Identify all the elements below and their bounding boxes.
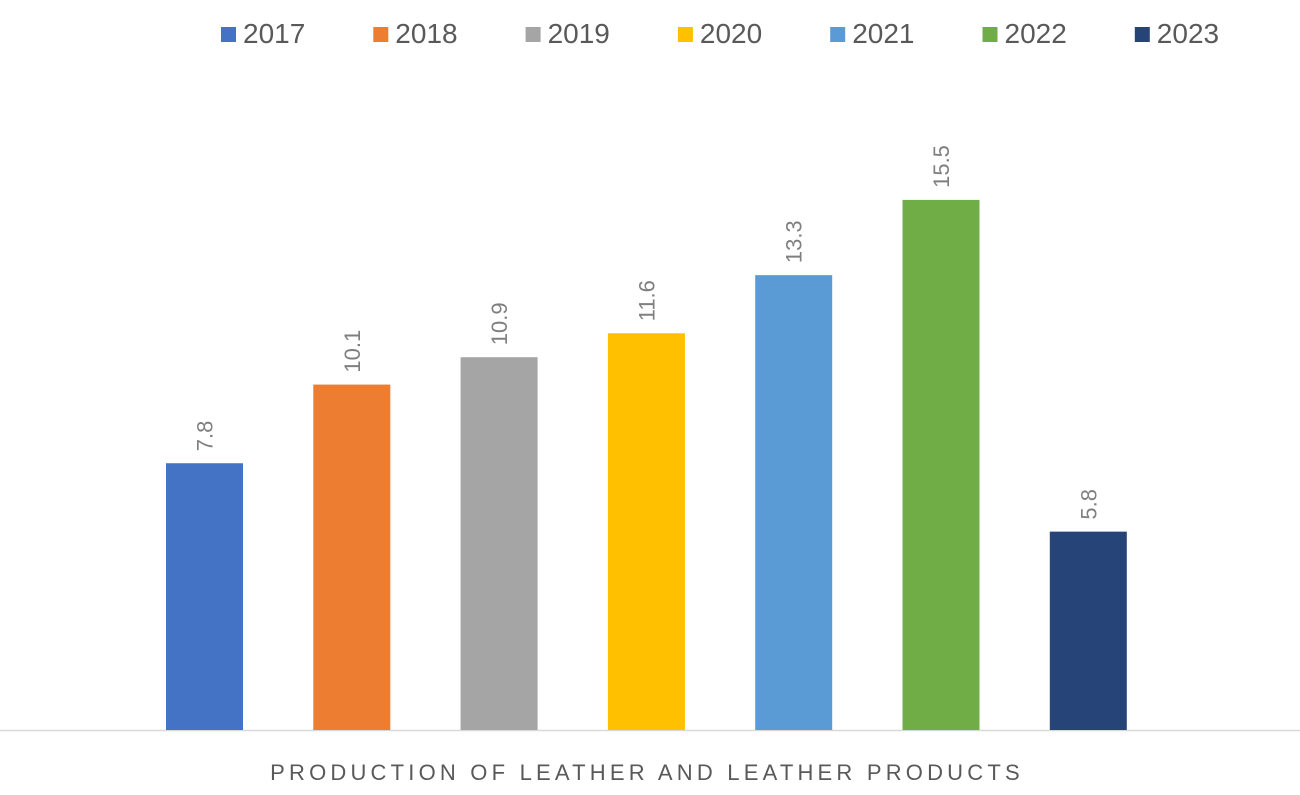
bar-2022 [902, 199, 980, 730]
legend-label-2023: 2023 [1157, 18, 1219, 49]
data-label-2020: 11.6 [634, 280, 659, 321]
bar-2021 [755, 275, 833, 730]
legend-swatch-2019 [525, 27, 541, 42]
legend-swatch-2018 [373, 27, 389, 42]
data-label-2023: 5.8 [1076, 489, 1101, 520]
legend-label-2022: 2022 [1005, 18, 1067, 49]
legend-swatch-2017 [221, 27, 236, 42]
bar-2019 [460, 357, 538, 730]
data-label-2018: 10.1 [340, 330, 365, 373]
legend-label-2021: 2021 [852, 18, 914, 49]
bar-2017 [166, 463, 243, 730]
bar-2018 [313, 384, 391, 730]
legend-label-2018: 2018 [395, 18, 457, 49]
legend-label-2020: 2020 [700, 18, 762, 49]
legend-label-2017: 2017 [243, 18, 305, 49]
data-label-2021: 13.3 [782, 220, 807, 263]
bar-2020 [607, 333, 685, 730]
legend-swatch-2022 [982, 27, 998, 42]
legend-label-2019: 2019 [548, 18, 610, 49]
bar-2023 [1049, 531, 1127, 730]
legend-swatch-2020 [677, 27, 693, 42]
legend-swatch-2023 [1134, 27, 1150, 42]
data-label-2019: 10.9 [487, 302, 512, 345]
legend-swatch-2021 [830, 27, 846, 42]
category-label: PRODUCTION OF LEATHER AND LEATHER PRODUC… [270, 760, 1024, 785]
data-label-2017: 7.8 [193, 421, 218, 452]
data-label-2022: 15.5 [929, 145, 954, 188]
